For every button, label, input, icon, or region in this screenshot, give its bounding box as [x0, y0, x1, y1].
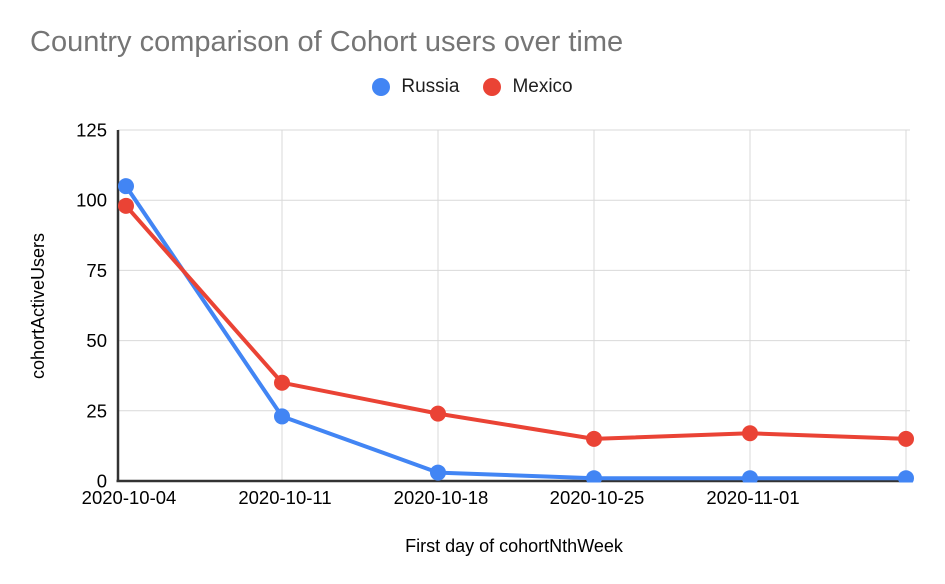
y-tick-label-50: 50	[86, 330, 107, 351]
x-tick-label-2020-11-01: 2020-11-01	[706, 487, 799, 508]
data-point-russia-5[interactable]	[742, 470, 758, 486]
series-group	[118, 178, 914, 486]
x-axis-title: First day of cohortNthWeek	[405, 536, 623, 556]
legend-label-mexico: Mexico	[512, 76, 573, 97]
data-point-mexico-4[interactable]	[586, 430, 602, 447]
legend-item-mexico[interactable]: Mexico	[483, 76, 573, 98]
x-tick-label-2020-10-25: 2020-10-25	[550, 487, 645, 508]
series-line-russia	[124, 184, 908, 481]
data-point-mexico-2[interactable]	[274, 374, 290, 391]
legend-item-russia[interactable]: Russia	[372, 76, 459, 98]
legend-dot-russia-icon	[372, 78, 391, 96]
data-point-mexico-1[interactable]	[118, 197, 134, 214]
chart-title: Country comparison of Cohort users over …	[30, 26, 624, 58]
y-tick-label-100: 100	[76, 190, 107, 211]
data-point-mexico-5[interactable]	[742, 425, 758, 442]
y-tick-label-75: 75	[86, 260, 107, 281]
data-point-russia-3[interactable]	[430, 464, 446, 481]
x-tick-label-2020-10-11: 2020-10-11	[238, 487, 331, 508]
data-point-russia-2[interactable]	[274, 408, 290, 425]
legend-dot-mexico-icon	[483, 78, 502, 96]
y-tick-label-0: 0	[97, 471, 107, 492]
y-tick-label-125: 125	[76, 120, 107, 141]
data-point-mexico-6[interactable]	[898, 430, 914, 447]
legend-label-russia: Russia	[401, 76, 460, 97]
chart-legend: Russia Mexico	[0, 76, 945, 98]
data-point-russia-4[interactable]	[586, 470, 602, 486]
x-tick-label-2020-10-04: 2020-10-04	[82, 487, 177, 508]
x-tick-label-2020-10-18: 2020-10-18	[394, 487, 489, 508]
data-point-russia-6[interactable]	[898, 470, 914, 486]
data-point-mexico-3[interactable]	[430, 405, 446, 422]
series-line-mexico	[124, 203, 908, 441]
y-tick-label-25: 25	[86, 400, 107, 421]
data-point-russia-1[interactable]	[118, 178, 134, 195]
y-axis-title: cohortActiveUsers	[28, 232, 48, 379]
